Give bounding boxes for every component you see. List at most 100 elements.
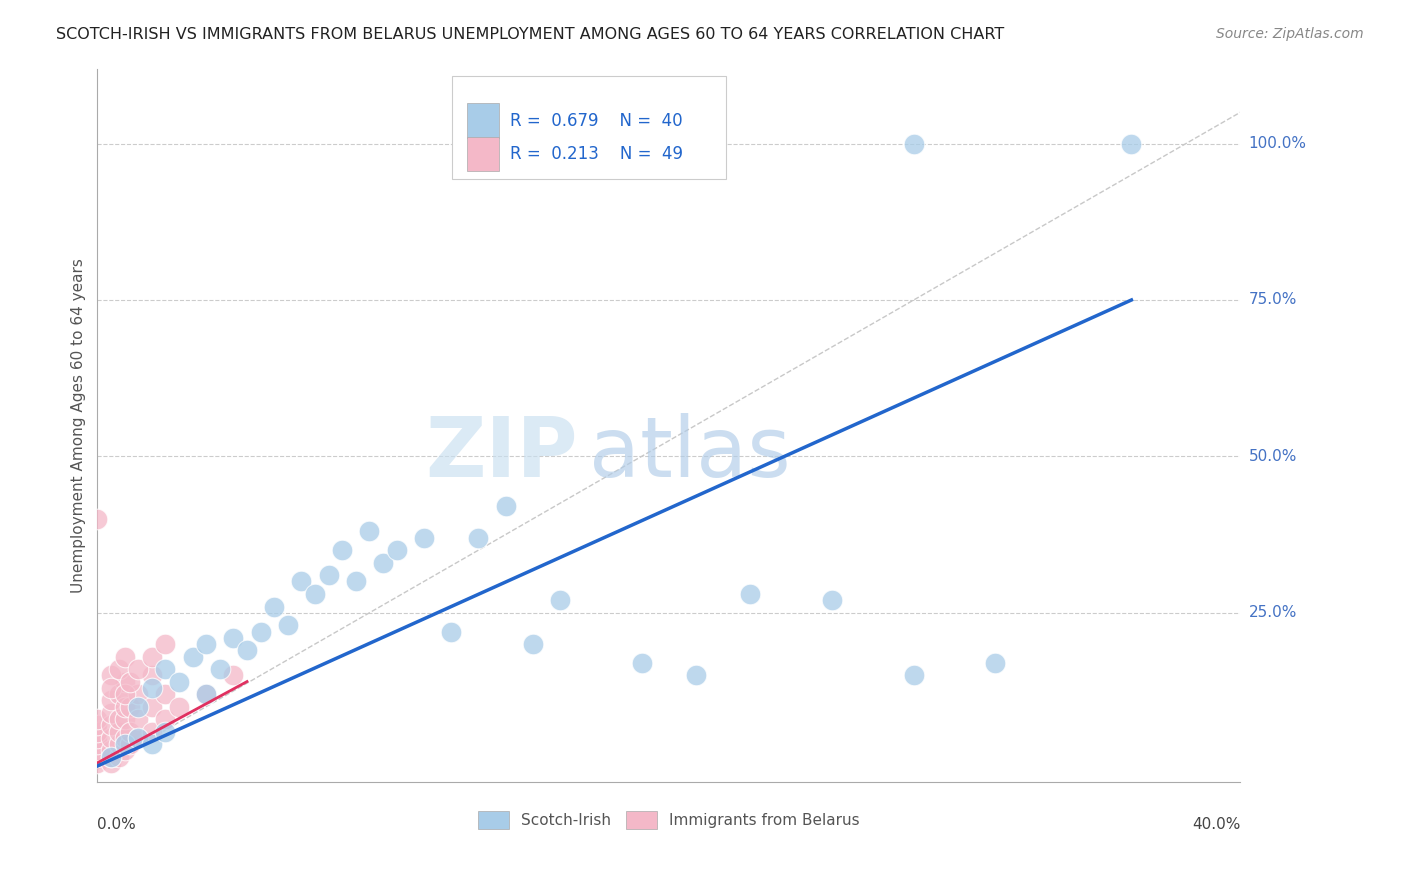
Point — [263, 599, 285, 614]
Point — [118, 724, 141, 739]
Point — [127, 699, 149, 714]
Point — [114, 649, 136, 664]
Point — [114, 743, 136, 757]
Point — [984, 656, 1007, 670]
Point — [141, 668, 163, 682]
Point — [155, 637, 177, 651]
Text: R =  0.213    N =  49: R = 0.213 N = 49 — [510, 145, 683, 163]
Legend: Scotch-Irish, Immigrants from Belarus: Scotch-Irish, Immigrants from Belarus — [472, 805, 866, 835]
Point — [440, 624, 463, 639]
Point — [385, 543, 408, 558]
Point — [100, 718, 122, 732]
Point — [155, 712, 177, 726]
Point — [222, 631, 245, 645]
Point — [548, 593, 571, 607]
Point — [304, 587, 326, 601]
Point — [100, 749, 122, 764]
Point — [100, 681, 122, 695]
Point — [903, 668, 925, 682]
Point — [467, 531, 489, 545]
Point — [114, 731, 136, 745]
FancyBboxPatch shape — [451, 76, 725, 179]
Point — [371, 556, 394, 570]
Point — [86, 712, 108, 726]
Point — [108, 662, 131, 676]
Point — [141, 724, 163, 739]
Text: SCOTCH-IRISH VS IMMIGRANTS FROM BELARUS UNEMPLOYMENT AMONG AGES 60 TO 64 YEARS C: SCOTCH-IRISH VS IMMIGRANTS FROM BELARUS … — [56, 27, 1004, 42]
Point — [100, 668, 122, 682]
Text: Source: ZipAtlas.com: Source: ZipAtlas.com — [1216, 27, 1364, 41]
Point — [522, 637, 544, 651]
Point — [141, 699, 163, 714]
Point — [118, 737, 141, 751]
Text: ZIP: ZIP — [425, 413, 578, 494]
Point — [86, 743, 108, 757]
Point — [108, 724, 131, 739]
Point — [100, 749, 122, 764]
Point — [903, 136, 925, 151]
Point — [114, 687, 136, 701]
Point — [108, 712, 131, 726]
Text: 75.0%: 75.0% — [1249, 293, 1296, 308]
Point — [740, 587, 762, 601]
Point — [114, 712, 136, 726]
Point — [208, 662, 231, 676]
Point — [127, 712, 149, 726]
Point — [413, 531, 436, 545]
Point — [195, 687, 218, 701]
Point — [86, 731, 108, 745]
Point — [86, 718, 108, 732]
Point — [114, 699, 136, 714]
Text: 25.0%: 25.0% — [1249, 606, 1296, 620]
Text: 100.0%: 100.0% — [1249, 136, 1306, 151]
Point — [1121, 136, 1143, 151]
Point — [108, 737, 131, 751]
Point — [118, 674, 141, 689]
Point — [127, 687, 149, 701]
Point — [195, 687, 218, 701]
Y-axis label: Unemployment Among Ages 60 to 64 years: Unemployment Among Ages 60 to 64 years — [72, 258, 86, 592]
Point — [114, 674, 136, 689]
Point — [141, 681, 163, 695]
Point — [222, 668, 245, 682]
Point — [100, 756, 122, 770]
Point — [630, 656, 652, 670]
Point — [330, 543, 353, 558]
Point — [359, 524, 381, 539]
Point — [127, 662, 149, 676]
Text: atlas: atlas — [589, 413, 790, 494]
Point — [167, 699, 190, 714]
Point — [100, 706, 122, 720]
Point — [236, 643, 259, 657]
Point — [100, 743, 122, 757]
Point — [821, 593, 844, 607]
Point — [290, 574, 312, 589]
Text: R =  0.679    N =  40: R = 0.679 N = 40 — [510, 112, 682, 129]
Point — [318, 568, 340, 582]
Point — [86, 724, 108, 739]
Point — [86, 737, 108, 751]
FancyBboxPatch shape — [467, 137, 499, 171]
Point — [167, 674, 190, 689]
Point — [108, 749, 131, 764]
Text: 0.0%: 0.0% — [97, 817, 136, 832]
Point — [127, 731, 149, 745]
Point — [277, 618, 299, 632]
Point — [100, 693, 122, 707]
Point — [141, 649, 163, 664]
Point — [685, 668, 707, 682]
Point — [118, 699, 141, 714]
Point — [108, 687, 131, 701]
Point — [155, 687, 177, 701]
Point — [495, 500, 517, 514]
Point — [86, 749, 108, 764]
Point — [141, 737, 163, 751]
Point — [86, 756, 108, 770]
Point — [155, 662, 177, 676]
Text: 50.0%: 50.0% — [1249, 449, 1296, 464]
Text: 40.0%: 40.0% — [1192, 817, 1240, 832]
Point — [86, 512, 108, 526]
FancyBboxPatch shape — [467, 103, 499, 137]
Point — [155, 724, 177, 739]
Point — [181, 649, 204, 664]
